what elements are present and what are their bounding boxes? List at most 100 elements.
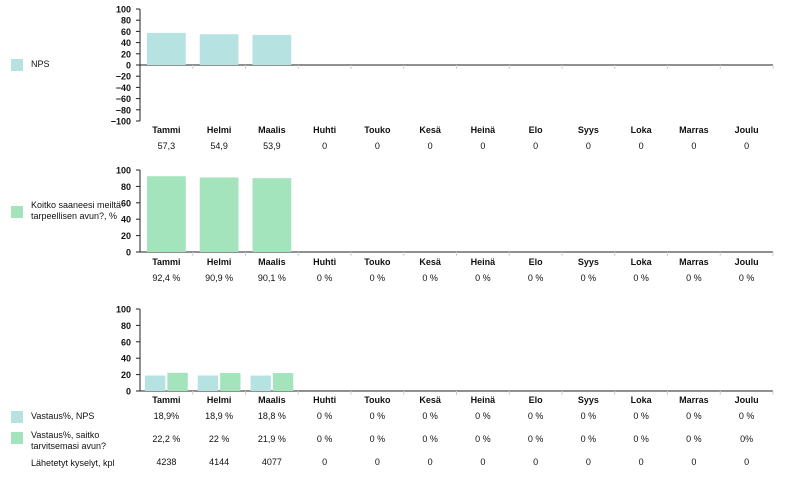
data-label: 90,9 %	[205, 273, 233, 283]
x-tick-label: Marras	[679, 125, 709, 135]
x-tick-label: Helmi	[207, 395, 232, 405]
x-tick-label: Touko	[364, 257, 391, 267]
data-label: 0 %	[633, 273, 649, 283]
data-label: 0 %	[528, 434, 544, 444]
legend-label-nps: NPS	[31, 59, 50, 69]
data-label: 0	[586, 141, 591, 151]
data-label: 0	[533, 141, 538, 151]
data-label: 0	[586, 457, 591, 467]
data-label: 0	[375, 457, 380, 467]
data-label: 0 %	[422, 411, 438, 421]
y-tick-label: 80	[121, 16, 131, 26]
legend-swatch-help	[11, 206, 23, 218]
x-tick-label: Kesä	[419, 125, 442, 135]
x-tick-label: Touko	[364, 395, 391, 405]
legend-help: Koitko saaneesi meiltä tarpeellisen avun…	[11, 200, 126, 222]
x-tick-label: Touko	[364, 125, 391, 135]
y-tick-label: 60	[121, 27, 131, 37]
data-label: 22,2 %	[152, 434, 180, 444]
x-tick-label: Elo	[529, 395, 544, 405]
x-tick-label: Heinä	[471, 125, 497, 135]
x-tick-label: Loka	[631, 257, 653, 267]
data-label: 0 %	[686, 434, 702, 444]
bar	[147, 176, 186, 252]
data-label: 4238	[156, 457, 176, 467]
data-label: 0 %	[633, 434, 649, 444]
x-tick-label: Tammi	[152, 257, 180, 267]
y-tick-label: −80	[116, 105, 131, 115]
x-tick-label: Maalis	[258, 257, 286, 267]
x-tick-label: Helmi	[207, 257, 232, 267]
data-label: 0	[639, 457, 644, 467]
x-tick-label: Helmi	[207, 125, 232, 135]
data-label: 21,9 %	[258, 434, 286, 444]
data-label: 0	[428, 457, 433, 467]
x-tick-label: Syys	[578, 125, 599, 135]
legend-resp-help: Vastaus%, saitko tarvitsemasi avun?	[11, 430, 126, 452]
data-label: 18,9%	[154, 411, 180, 421]
legend-label-resp-help: Vastaus%, saitko tarvitsemasi avun?	[31, 430, 107, 451]
data-label: 0 %	[633, 411, 649, 421]
data-label: 54,9	[210, 141, 228, 151]
x-tick-label: Joulu	[735, 257, 759, 267]
y-tick-label: −40	[116, 83, 131, 93]
y-tick-label: 60	[121, 337, 131, 347]
data-label: 0 %	[317, 434, 333, 444]
data-label: 0	[691, 141, 696, 151]
y-tick-label: 20	[121, 49, 131, 59]
data-label: 0%	[740, 434, 753, 444]
bar	[252, 178, 292, 252]
data-label: 0 %	[422, 273, 438, 283]
data-label: 0	[744, 457, 749, 467]
legend-sent: Lähetetyt kyselyt, kpl	[31, 458, 115, 469]
x-tick-label: Elo	[529, 257, 544, 267]
legend-swatch-nps	[11, 59, 23, 71]
x-tick-label: Maalis	[258, 395, 286, 405]
x-tick-label: Syys	[578, 395, 599, 405]
data-label: 0 %	[475, 434, 491, 444]
y-tick-label: 20	[121, 231, 131, 241]
data-label: 0	[322, 141, 327, 151]
data-label: 18,9 %	[205, 411, 233, 421]
x-tick-label: Tammi	[152, 395, 180, 405]
bar	[199, 177, 239, 252]
data-label: 0	[480, 457, 485, 467]
legend-resp-nps: Vastaus%, NPS	[11, 411, 94, 423]
bar	[147, 32, 186, 65]
data-label: 0 %	[739, 411, 755, 421]
bar	[197, 375, 219, 391]
x-tick-label: Loka	[631, 125, 653, 135]
data-label: 0	[639, 141, 644, 151]
x-tick-label: Maalis	[258, 125, 286, 135]
data-label: 4144	[209, 457, 229, 467]
y-tick-label: 40	[121, 215, 131, 225]
y-tick-label: 40	[121, 38, 131, 48]
data-label: 0 %	[581, 273, 597, 283]
data-label: 0 %	[581, 434, 597, 444]
y-tick-label: 60	[121, 198, 131, 208]
data-label: 18,8 %	[258, 411, 286, 421]
y-tick-label: 80	[121, 321, 131, 331]
y-tick-label: 20	[121, 370, 131, 380]
x-tick-label: Marras	[679, 395, 709, 405]
legend-label-resp-nps: Vastaus%, NPS	[31, 411, 95, 421]
data-label: 4077	[262, 457, 282, 467]
bar	[252, 34, 292, 65]
legend-label-sent: Lähetetyt kyselyt, kpl	[31, 458, 115, 468]
data-label: 0 %	[475, 273, 491, 283]
legend-nps: NPS	[11, 59, 50, 71]
data-label: 0 %	[370, 434, 386, 444]
y-tick-label: −20	[116, 72, 131, 82]
data-label: 0 %	[528, 273, 544, 283]
x-tick-label: Heinä	[471, 395, 497, 405]
bar	[250, 375, 271, 391]
data-label: 90,1 %	[258, 273, 286, 283]
x-tick-label: Huhti	[313, 395, 336, 405]
data-label: 0 %	[686, 411, 702, 421]
data-label: 0	[480, 141, 485, 151]
x-tick-label: Elo	[529, 125, 544, 135]
y-tick-label: 100	[116, 5, 131, 15]
x-tick-label: Heinä	[471, 257, 497, 267]
x-tick-label: Tammi	[152, 125, 180, 135]
